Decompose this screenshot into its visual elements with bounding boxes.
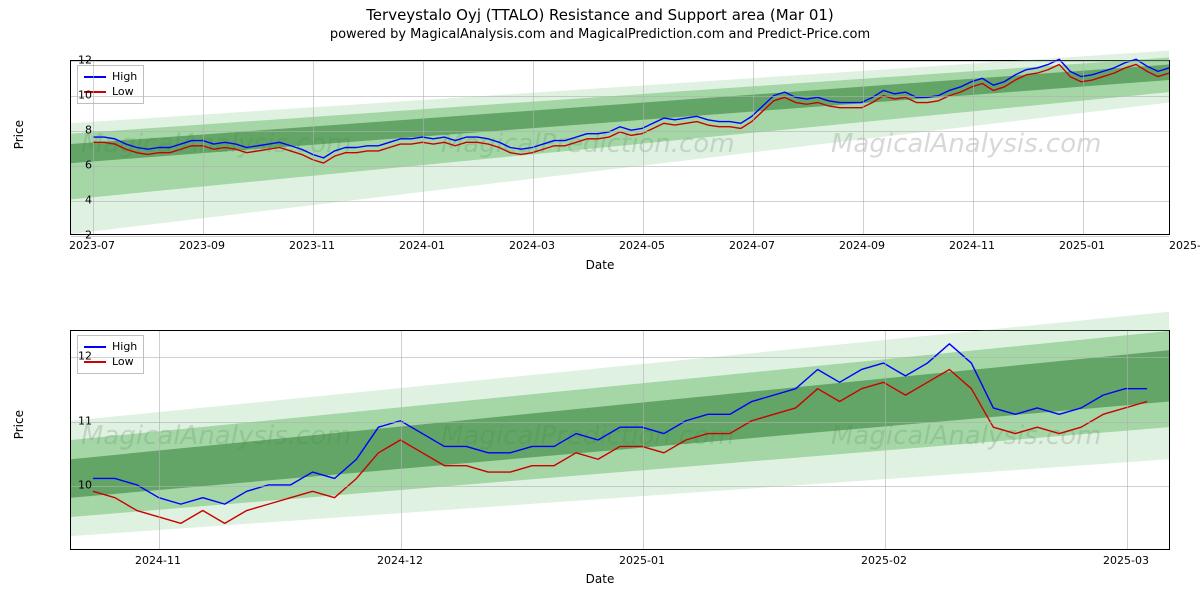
x-tick-label: 2024-07 bbox=[729, 239, 775, 252]
y-tick-label: 12 bbox=[37, 54, 92, 67]
gridline bbox=[159, 331, 160, 549]
x-tick-label: 2024-12 bbox=[377, 554, 423, 567]
gridline bbox=[71, 486, 1169, 487]
x-tick-label: 2023-11 bbox=[289, 239, 335, 252]
y-tick-label: 10 bbox=[37, 479, 92, 492]
gridline bbox=[643, 331, 644, 549]
gridline bbox=[203, 61, 204, 234]
y-tick-label: 6 bbox=[37, 159, 92, 172]
gridline bbox=[533, 61, 534, 234]
x-axis-label: Date bbox=[0, 258, 1200, 272]
bottom-chart-panel: MagicalAnalysis.com MagicalPrediction.co… bbox=[70, 330, 1170, 550]
gridline bbox=[863, 61, 864, 234]
gridline bbox=[93, 61, 94, 234]
gridline bbox=[71, 131, 1169, 132]
x-tick-label: 2024-03 bbox=[509, 239, 555, 252]
gridline bbox=[643, 61, 644, 234]
gridline bbox=[71, 201, 1169, 202]
gridline bbox=[1083, 61, 1084, 234]
x-axis-label: Date bbox=[0, 572, 1200, 586]
gridline bbox=[71, 166, 1169, 167]
gridline bbox=[973, 61, 974, 234]
gridline bbox=[401, 331, 402, 549]
y-tick-label: 12 bbox=[37, 349, 92, 362]
x-tick-label: 2023-09 bbox=[179, 239, 225, 252]
x-tick-label: 2024-09 bbox=[839, 239, 885, 252]
x-tick-label: 2024-05 bbox=[619, 239, 665, 252]
gridline bbox=[71, 357, 1169, 358]
chart-subtitle: powered by MagicalAnalysis.com and Magic… bbox=[0, 27, 1200, 42]
gridline bbox=[423, 61, 424, 234]
x-tick-label: 2024-11 bbox=[135, 554, 181, 567]
gridline bbox=[1127, 331, 1128, 549]
figure: Terveystalo Oyj (TTALO) Resistance and S… bbox=[0, 0, 1200, 600]
x-tick-label: 2023-07 bbox=[69, 239, 115, 252]
x-tick-label: 2024-11 bbox=[949, 239, 995, 252]
chart-title: Terveystalo Oyj (TTALO) Resistance and S… bbox=[0, 6, 1200, 24]
y-tick-label: 11 bbox=[37, 414, 92, 427]
gridline bbox=[313, 61, 314, 234]
x-tick-label: 2025-01 bbox=[1059, 239, 1105, 252]
gridline bbox=[71, 236, 1169, 237]
bottom-chart-svg bbox=[71, 331, 1169, 549]
x-tick-label: 2025-02 bbox=[861, 554, 907, 567]
y-axis-label: Price bbox=[12, 120, 26, 149]
x-tick-label: 2024-01 bbox=[399, 239, 445, 252]
top-chart-svg bbox=[71, 61, 1169, 234]
x-tick-label: 2025-03 bbox=[1103, 554, 1149, 567]
y-tick-label: 4 bbox=[37, 194, 92, 207]
x-tick-label: 2025-01 bbox=[619, 554, 665, 567]
gridline bbox=[71, 61, 1169, 62]
y-tick-label: 8 bbox=[37, 124, 92, 137]
gridline bbox=[753, 61, 754, 234]
top-chart-panel: MagicalAnalysis.com MagicalPrediction.co… bbox=[70, 60, 1170, 235]
gridline bbox=[71, 96, 1169, 97]
x-tick-label: 2025-03 bbox=[1169, 239, 1200, 252]
gridline bbox=[71, 422, 1169, 423]
gridline bbox=[885, 331, 886, 549]
y-tick-label: 10 bbox=[37, 89, 92, 102]
y-axis-label: Price bbox=[12, 410, 26, 439]
